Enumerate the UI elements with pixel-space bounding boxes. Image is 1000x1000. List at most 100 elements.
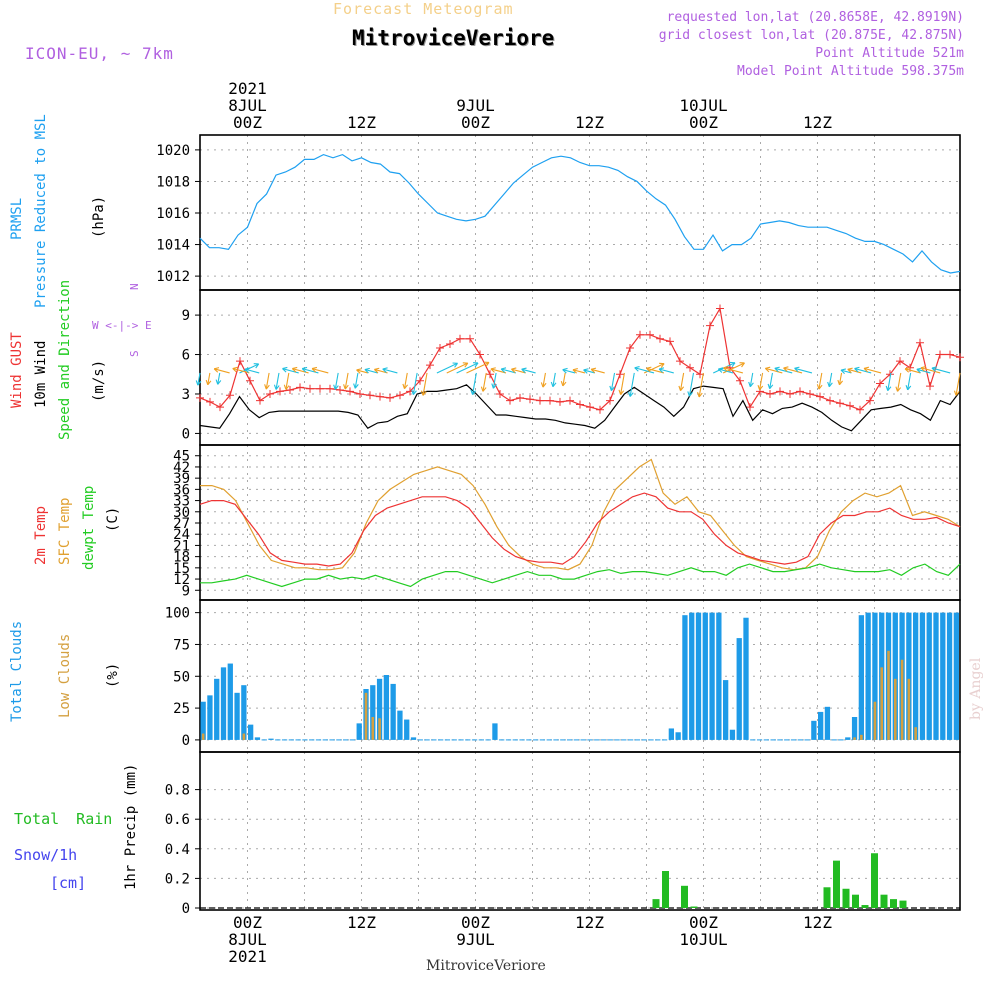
y-tick-label: 100 (165, 606, 190, 622)
gust-marker (616, 370, 624, 379)
wind-direction-arrowhead (920, 366, 926, 372)
wind-direction-arrowhead (452, 362, 458, 368)
wind-direction-arrow (456, 362, 479, 374)
wind-direction-arrow (794, 367, 813, 374)
compass-we: W <-|-> E (92, 319, 152, 332)
gust-marker (776, 387, 784, 396)
gust-marker (556, 397, 564, 406)
y-tick-label: 1016 (156, 206, 190, 222)
wind-direction-arrow (466, 361, 490, 374)
total-cloud-bar (818, 711, 824, 740)
gust-marker (946, 350, 954, 359)
gust-marker (496, 390, 504, 398)
wind-direction-arrow (482, 372, 487, 392)
low-cloud-bar (853, 737, 856, 740)
gust-marker (736, 376, 744, 385)
wind-direction-arrow (472, 372, 477, 395)
y-tick-label: 3 (182, 387, 190, 403)
wind-direction-arrow (403, 372, 408, 389)
gust-marker (486, 370, 494, 379)
total-cloud-bar (241, 685, 247, 740)
wind-direction-arrow (285, 372, 290, 390)
bottom-location: MitroviceVeriore (426, 958, 546, 974)
wind-direction-arrowhead (420, 390, 427, 396)
wind-direction-arrowhead (253, 363, 260, 369)
total-cloud-bar (702, 612, 708, 740)
wind-direction-arrow (679, 372, 685, 391)
wind-direction-arrowhead (283, 384, 290, 390)
wind-direction-arrowhead (491, 383, 497, 389)
total-cloud-bar (675, 732, 681, 740)
closest-prefix: grid (658, 28, 691, 43)
y-tick-label: 50 (173, 669, 190, 685)
wind-direction-arrowhead (333, 384, 339, 390)
time-label-bottom: 9JUL (456, 930, 495, 949)
gust-marker (656, 334, 664, 343)
gust-marker (586, 403, 594, 412)
rain-bar (871, 853, 878, 908)
low-cloud-bar (364, 692, 368, 740)
y-tick-label: 9 (182, 583, 190, 599)
wind-direction-arrow (769, 372, 774, 389)
wind-direction-arrowhead (697, 392, 703, 398)
y-tick-label: 1020 (156, 143, 190, 159)
gust-marker (356, 390, 364, 398)
gust-marker (246, 376, 254, 385)
wind-direction-arrowhead (364, 367, 370, 374)
gust-marker (686, 363, 694, 372)
total-cloud-bar (689, 612, 695, 740)
gust-marker (316, 384, 324, 393)
wind-direction-arrowhead (311, 366, 318, 373)
wind-direction-arrow (818, 372, 823, 390)
total-cloud-bar (858, 615, 865, 740)
y-tick-label: 30 (173, 505, 190, 521)
wind-direction-arrow (572, 369, 586, 374)
wind-line (199, 384, 961, 432)
dewpt-line (200, 563, 961, 588)
gust-marker (426, 361, 434, 370)
low-cloud-bar (887, 650, 890, 740)
wind-direction-arrowhead (953, 390, 960, 396)
wind-direction-arrowhead (794, 366, 800, 373)
total-cloud-bar (220, 667, 227, 740)
rain-bar (690, 906, 698, 908)
gust-marker (606, 396, 614, 405)
rain-bar (852, 894, 859, 908)
gust-marker (476, 350, 484, 359)
gust-marker (266, 390, 274, 398)
low-cloud-bar (907, 678, 911, 740)
y-tick-label: 0 (182, 426, 190, 442)
wind-direction-arrow (214, 368, 230, 374)
total-cloud-bar (906, 612, 912, 740)
panel-frame (199, 751, 961, 911)
wind-direction-arrow (646, 367, 665, 374)
forecast-title: Forecast Meteogram (333, 0, 514, 18)
point-altitude: Point Altitude 521m (815, 46, 964, 61)
time-label-bottom: 12Z (803, 913, 832, 932)
total-cloud-bar (234, 692, 240, 740)
low-cloud-bar (880, 667, 884, 740)
y-tick-label: 9 (182, 308, 190, 324)
total-cloud-bar (926, 612, 932, 740)
gust-marker (446, 340, 454, 348)
gust-marker (866, 396, 874, 405)
wind-direction-arrowhead (264, 384, 270, 390)
gust-marker (926, 382, 934, 391)
wind-direction-arrow (955, 372, 961, 396)
rain-bar (880, 894, 888, 908)
wind-direction-arrowhead (470, 389, 477, 395)
total-cloud-bar (214, 678, 220, 740)
wind-direction-arrow (521, 368, 536, 374)
wind-direction-arrowhead (583, 368, 589, 374)
y-tick-label: 1014 (156, 238, 190, 254)
gust-marker (936, 350, 944, 359)
wind-direction-arrow (244, 368, 260, 374)
gust-marker (366, 391, 374, 400)
wind-direction-arrow (828, 372, 833, 387)
gust-marker (536, 396, 544, 405)
time-label-bottom: 12Z (347, 913, 376, 932)
wind-direction-arrow (620, 372, 625, 395)
wind-direction-arrow (688, 372, 695, 397)
wind-direction-arrow (840, 369, 852, 374)
wind-direction-arrow (275, 372, 280, 390)
